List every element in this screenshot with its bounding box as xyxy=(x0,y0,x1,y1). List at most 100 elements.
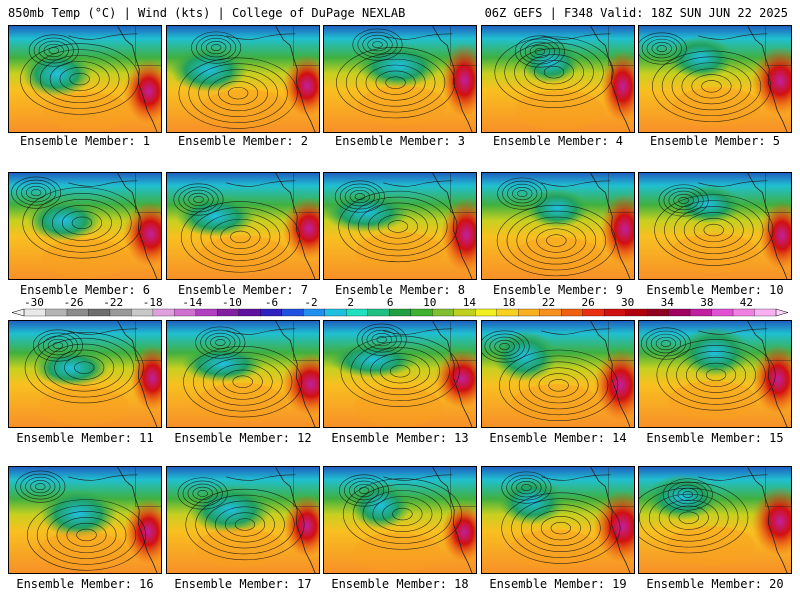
colorbar-swatch xyxy=(152,308,175,317)
temperature-field-map xyxy=(482,321,634,427)
colorbar-swatch xyxy=(109,308,132,317)
colorbar-tick-label: -18 xyxy=(142,296,163,309)
ensemble-map-panel xyxy=(8,172,162,280)
ensemble-member-label: Ensemble Member: 16 xyxy=(16,577,154,591)
ensemble-map-panel xyxy=(166,466,320,574)
colorbar-swatch xyxy=(539,308,562,317)
temperature-field-map xyxy=(9,173,161,279)
ensemble-map-panel xyxy=(323,25,477,133)
colorbar-swatch xyxy=(303,308,326,317)
colorbar-swatch xyxy=(475,308,498,317)
temperature-field-map xyxy=(324,26,476,132)
colorbar-swatch xyxy=(582,308,605,317)
colorbar-swatch xyxy=(518,308,541,317)
ensemble-map-panel xyxy=(481,172,635,280)
ensemble-map-panel xyxy=(481,320,635,428)
colorbar-tick-label: 42 xyxy=(739,296,754,309)
colorbar-tick-label: 26 xyxy=(581,296,595,309)
colorbar-swatch xyxy=(389,308,412,317)
ensemble-map-panel xyxy=(638,172,792,280)
map-title: 850mb Temp (°C) | Wind (kts) | College o… xyxy=(8,6,406,20)
ensemble-member-label: Ensemble Member: 5 xyxy=(649,134,781,148)
colorbar-tick-label: -22 xyxy=(103,296,124,309)
ensemble-map-panel xyxy=(638,466,792,574)
colorbar-swatch xyxy=(603,308,627,317)
temperature-field-map xyxy=(482,26,634,132)
colorbar-swatch xyxy=(346,308,369,317)
ensemble-member-label: Ensemble Member: 9 xyxy=(492,283,624,297)
colorbar-tick-label: 18 xyxy=(502,296,516,309)
ensemble-map-panel xyxy=(638,320,792,428)
ensemble-map-panel xyxy=(166,172,320,280)
ensemble-map-panel xyxy=(166,320,320,428)
colorbar-swatch xyxy=(324,308,347,317)
colorbar-tick-label: 30 xyxy=(621,296,635,309)
colorbar-tick-label: 22 xyxy=(541,296,556,309)
ensemble-map-panel xyxy=(8,25,162,133)
colorbar-swatch xyxy=(689,308,712,317)
ensemble-map-panel xyxy=(166,25,320,133)
temperature-field-map xyxy=(639,26,791,132)
ensemble-member-label: Ensemble Member: 11 xyxy=(16,431,154,445)
colorbar-tick-label: -26 xyxy=(63,296,84,309)
ensemble-member-label: Ensemble Member: 18 xyxy=(331,577,469,591)
colorbar-swatch xyxy=(668,308,691,317)
colorbar-tick-label: 2 xyxy=(347,296,354,309)
ensemble-map-panel xyxy=(8,466,162,574)
temperature-field-map xyxy=(324,173,476,279)
colorbar-tick-label: -2 xyxy=(304,296,318,309)
temperature-field-map xyxy=(9,467,161,573)
colorbar-tick-label: -30 xyxy=(24,296,44,309)
ensemble-map-panel xyxy=(323,320,477,428)
ensemble-map-panel xyxy=(481,466,635,574)
temperature-field-map xyxy=(167,26,319,132)
ensemble-member-label: Ensemble Member: 20 xyxy=(646,577,784,591)
colorbar-tick-label: -14 xyxy=(182,296,203,309)
colorbar-tick-label: 6 xyxy=(386,296,394,309)
colorbar-swatch xyxy=(174,308,197,317)
colorbar-swatch xyxy=(732,308,755,317)
colorbar-swatch xyxy=(754,308,777,317)
ensemble-member-label: Ensemble Member: 10 xyxy=(646,283,784,297)
ensemble-member-label: Ensemble Member: 13 xyxy=(331,431,469,445)
colorbar-swatch xyxy=(410,308,433,317)
temperature-field-map xyxy=(639,173,791,279)
ensemble-member-label: Ensemble Member: 1 xyxy=(19,134,151,148)
ensemble-map-panel xyxy=(323,466,477,574)
ensemble-member-label: Ensemble Member: 14 xyxy=(489,431,627,445)
ensemble-member-label: Ensemble Member: 2 xyxy=(177,134,309,148)
colorbar-swatch xyxy=(711,308,734,317)
temperature-field-map xyxy=(9,321,161,427)
colorbar-tick-label: 34 xyxy=(660,296,674,309)
ensemble-map-panel xyxy=(323,172,477,280)
colorbar-tick-label: 10 xyxy=(423,296,437,309)
colorbar-swatch xyxy=(453,308,476,317)
temperature-field-map xyxy=(639,467,791,573)
colorbar-swatch xyxy=(367,308,390,317)
temperature-field-map xyxy=(639,321,791,427)
colorbar-swatch xyxy=(238,308,261,317)
temperature-field-map xyxy=(167,467,319,573)
ensemble-member-label: Ensemble Member: 4 xyxy=(492,134,624,148)
colorbar-swatch xyxy=(88,308,111,317)
colorbar-swatch xyxy=(66,308,89,317)
temperature-field-map xyxy=(324,467,476,573)
colorbar-swatch xyxy=(45,308,68,317)
colorbar-swatch xyxy=(281,308,304,317)
colorbar-swatch xyxy=(432,308,455,317)
temperature-colorbar xyxy=(11,308,789,317)
colorbar-max-arrow xyxy=(775,308,789,317)
colorbar-swatch xyxy=(217,308,240,317)
ensemble-member-label: Ensemble Member: 17 xyxy=(174,577,312,591)
ensemble-member-label: Ensemble Member: 7 xyxy=(177,283,309,297)
colorbar-swatch xyxy=(260,308,283,317)
colorbar-swatch xyxy=(646,308,670,317)
colorbar-tick-label: -6 xyxy=(264,296,279,309)
temperature-field-map xyxy=(167,321,319,427)
valid-time-label: 06Z GEFS | F348 Valid: 18Z SUN JUN 22 20… xyxy=(484,6,788,20)
colorbar-swatch xyxy=(131,308,154,317)
colorbar-tick-label: -10 xyxy=(221,296,242,309)
colorbar-swatch xyxy=(195,308,218,317)
ensemble-member-label: Ensemble Member: 3 xyxy=(334,134,466,148)
temperature-field-map xyxy=(167,173,319,279)
